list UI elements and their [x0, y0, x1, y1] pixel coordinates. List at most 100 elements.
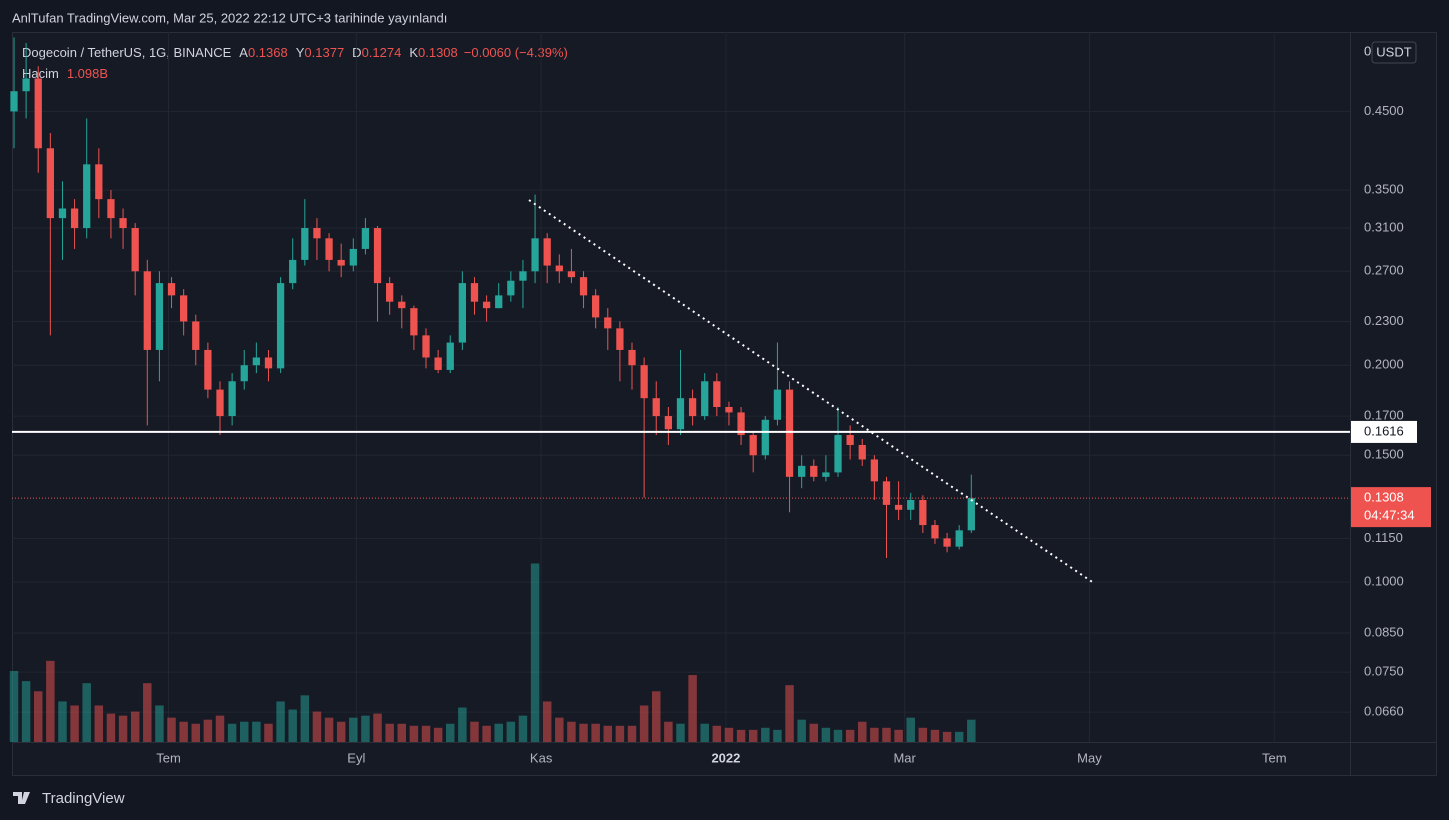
- volume-bar: [809, 723, 819, 742]
- candle-body: [410, 308, 418, 336]
- candle-body: [325, 238, 333, 260]
- volume-bar: [858, 721, 867, 742]
- candle-body: [470, 283, 479, 302]
- volume-bar: [736, 729, 746, 742]
- volume-bar: [203, 719, 213, 742]
- volume-bar: [700, 723, 709, 742]
- y-tick-label: 0.1700: [1364, 408, 1404, 423]
- candle-body: [870, 459, 879, 482]
- ohlc-label: A: [239, 45, 248, 60]
- candle-body: [579, 277, 588, 296]
- candle-body: [107, 199, 115, 219]
- candle-body: [337, 259, 345, 266]
- volume-bar: [215, 715, 225, 742]
- volume-bar: [676, 723, 685, 742]
- y-tick-label: 0.1500: [1364, 447, 1404, 462]
- candle-body: [398, 301, 406, 309]
- candle-body: [180, 295, 188, 322]
- y-tick-label: 0.3500: [1364, 182, 1404, 197]
- volume-bar: [688, 675, 697, 742]
- y-tick-label: 0.0850: [1364, 624, 1404, 639]
- x-tick-label: Tem: [156, 750, 181, 765]
- change: −0.0060 (−4.39%): [464, 45, 568, 60]
- candle-body: [276, 283, 285, 369]
- candle-body: [434, 357, 442, 370]
- volume-bar: [579, 723, 588, 742]
- candle-body: [289, 259, 297, 284]
- volume-bar: [421, 725, 431, 742]
- price-axis-top: 0: [1364, 43, 1371, 58]
- published-note: AnlTufan TradingView.com, Mar 25, 2022 2…: [12, 10, 447, 25]
- volume-value: 1.098B: [67, 66, 108, 81]
- candle-body: [592, 295, 600, 318]
- volume-bar: [70, 705, 79, 742]
- candle-body: [58, 208, 67, 219]
- volume-bar: [712, 725, 722, 742]
- ohlc-label: K: [409, 45, 418, 60]
- volume-bar: [615, 725, 625, 742]
- candle-body: [34, 78, 42, 149]
- volume-bar: [894, 729, 903, 742]
- volume-bar: [324, 717, 334, 742]
- candle-body: [119, 218, 127, 229]
- volume-bar: [627, 725, 637, 742]
- volume-bar: [470, 721, 479, 742]
- volume-bar: [506, 721, 516, 742]
- x-tick-label: Kas: [530, 750, 553, 765]
- volume-bar: [239, 721, 249, 742]
- volume-bar: [179, 721, 188, 742]
- brand-logo: [13, 792, 30, 804]
- volume-bar: [288, 709, 297, 742]
- currency-label[interactable]: USDT: [1376, 44, 1411, 59]
- candle-body: [676, 398, 685, 430]
- candle-body: [616, 328, 624, 350]
- volume-bar: [361, 715, 370, 742]
- candle-body: [519, 271, 527, 281]
- candle-body: [737, 412, 745, 436]
- candle-body: [785, 389, 794, 477]
- candle-body: [458, 283, 466, 343]
- y-tick-label: 0.4500: [1364, 103, 1404, 118]
- candle-body: [46, 148, 54, 219]
- volume-bar: [397, 723, 407, 742]
- volume-bar: [639, 705, 649, 742]
- volume-bar: [906, 717, 915, 742]
- candle-body: [749, 435, 757, 456]
- ohlc-label: D: [352, 45, 361, 60]
- candle-body: [422, 335, 430, 358]
- volume-bar: [106, 713, 116, 742]
- volume-bar: [276, 701, 285, 742]
- volume-bar: [542, 701, 552, 742]
- volume-bar: [664, 721, 673, 742]
- level-label-box: [1351, 420, 1417, 443]
- volume-bar: [46, 660, 55, 742]
- candle-body: [446, 342, 454, 370]
- candle-body: [701, 381, 709, 417]
- candle-body: [543, 238, 551, 266]
- volume-bar: [118, 715, 128, 742]
- legend: Dogecoin / TetherUS, 1G, BINANCE A0.1368 Y…: [22, 45, 568, 60]
- candle-body: [204, 349, 212, 390]
- last-price-label: 0.1308: [1364, 490, 1404, 505]
- last-price-box: [1351, 487, 1431, 528]
- candle-body: [22, 78, 30, 92]
- x-tick-label: Mar: [893, 750, 916, 765]
- volume-bar: [567, 721, 576, 742]
- candle-body: [349, 248, 357, 266]
- volume-bar: [446, 723, 455, 742]
- candle-body: [943, 538, 951, 547]
- candle-body: [919, 500, 927, 526]
- candle-body: [604, 317, 612, 329]
- volume-bar: [349, 717, 358, 742]
- volume-bar: [33, 691, 43, 742]
- volume-bar: [591, 723, 600, 742]
- volume-bar: [409, 725, 419, 742]
- volume-bar: [494, 723, 503, 742]
- candle-body: [386, 283, 394, 302]
- volume-bar: [252, 721, 261, 742]
- volume-bar: [773, 729, 782, 742]
- volume-bar: [603, 725, 613, 742]
- volume-bar: [761, 727, 770, 742]
- candle-body: [313, 228, 321, 239]
- x-tick-label: May: [1077, 750, 1102, 765]
